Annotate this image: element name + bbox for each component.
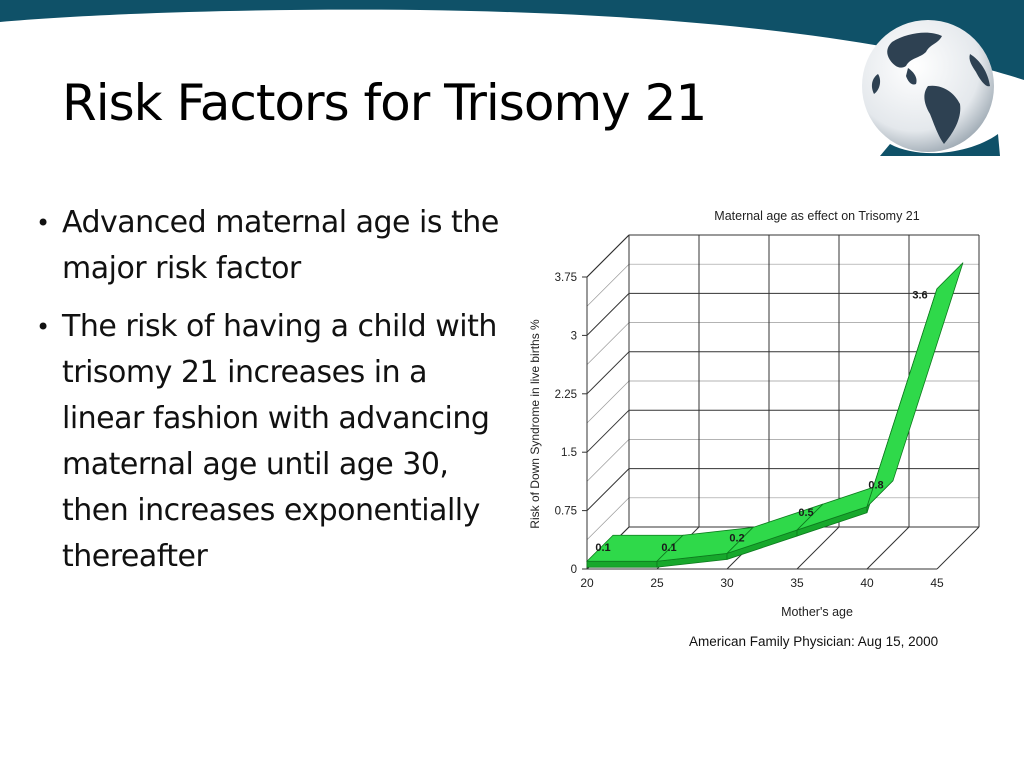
y-tick-label: 3.75: [555, 272, 577, 284]
grid-line: [586, 293, 630, 336]
bullet-icon: •: [36, 209, 50, 237]
grid-line: [586, 322, 630, 365]
data-label: 0.1: [595, 542, 610, 554]
chart: Maternal age as effect on Trisomy 21 0.1…: [500, 195, 1010, 665]
x-tick-label: 30: [720, 576, 734, 590]
y-tick-label: 1.5: [561, 447, 577, 459]
data-label: 0.2: [729, 532, 744, 544]
chart-grid: [586, 234, 980, 570]
grid-line: [796, 526, 840, 570]
y-tick-label: 2.25: [555, 389, 577, 401]
bullet-text: The risk of having a child with trisomy …: [62, 309, 497, 574]
header-band: [0, 0, 1024, 80]
x-tick-label: 35: [790, 576, 804, 590]
bullet-list: • Advanced maternal age is the major ris…: [34, 200, 504, 592]
data-label: 3.6: [912, 290, 927, 302]
chart-title: Maternal age as effect on Trisomy 21: [714, 209, 919, 223]
y-axis-label: Risk of Down Syndrome in live births %: [528, 319, 542, 529]
x-tick-label: 45: [930, 576, 944, 590]
bullet-item: • Advanced maternal age is the major ris…: [34, 200, 504, 292]
bullet-text: Advanced maternal age is the major risk …: [62, 205, 499, 286]
ribbon-segment: [866, 262, 964, 507]
grid-line: [586, 263, 630, 307]
chart-data-labels: 0.1 0.1 0.2 0.5 0.8 3.6: [595, 290, 927, 555]
bullet-item: • The risk of having a child with trisom…: [34, 304, 504, 580]
grid-line: [586, 234, 630, 278]
x-tick-label: 25: [650, 576, 664, 590]
x-tick-label: 20: [580, 576, 594, 590]
x-tick-label: 40: [860, 576, 874, 590]
grid-line: [586, 468, 630, 511]
grid-line: [586, 351, 630, 395]
data-label: 0.5: [798, 507, 813, 519]
grid-line: [586, 439, 630, 482]
chart-series: [586, 262, 964, 568]
grid-line: [586, 409, 630, 453]
globe-icon: [862, 20, 1000, 156]
grid-line: [936, 526, 980, 570]
chart-svg: Maternal age as effect on Trisomy 21 0.1…: [528, 209, 980, 619]
grid-line: [866, 526, 910, 570]
grid-line: [586, 380, 630, 424]
x-axis-label: Mother's age: [781, 605, 853, 619]
chart-axes: 0 0.75 1.5 2.25 3 3.75 20 25 30 35 40 45: [555, 272, 944, 590]
data-label: 0.1: [661, 542, 676, 554]
chart-source: American Family Physician: Aug 15, 2000: [689, 634, 939, 649]
page-title: Risk Factors for Trisomy 21: [62, 74, 707, 132]
y-tick-label: 0: [571, 564, 577, 576]
bullet-icon: •: [36, 313, 50, 341]
y-tick-label: 0.75: [555, 506, 577, 518]
grid-line: [586, 497, 630, 541]
ribbon-front-segment: [586, 560, 658, 568]
y-tick-label: 3: [571, 330, 577, 342]
data-label: 0.8: [868, 480, 883, 492]
